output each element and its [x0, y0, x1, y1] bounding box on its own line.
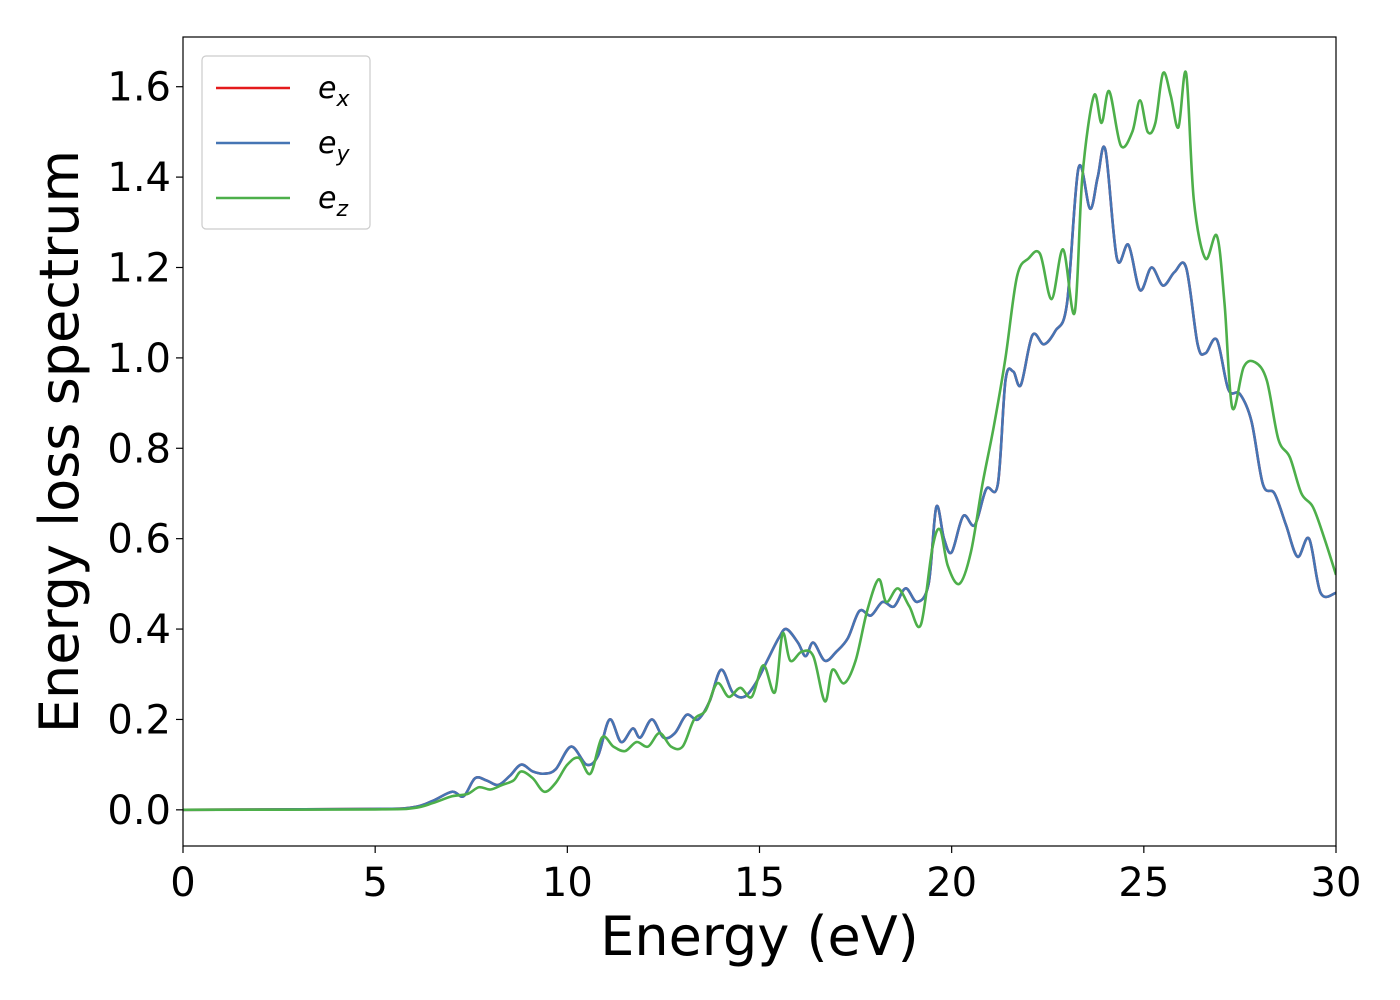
y-tick-label: 0.4: [107, 607, 171, 653]
y-tick-label: 1.0: [107, 336, 171, 382]
x-tick-label: 15: [734, 860, 785, 906]
x-axis: 0 5 10 15 20 25 30: [170, 846, 1361, 906]
x-tick-label: 10: [542, 860, 593, 906]
x-tick-label: 5: [362, 860, 387, 906]
series-layer: [183, 70, 1336, 812]
y-axis: 0.0 0.2 0.4 0.6 0.8 1.0 1.2 1.4 1.6: [107, 65, 183, 834]
y-axis-label: Energy loss spectrum: [28, 150, 91, 733]
series-line-z: [183, 70, 1336, 812]
x-tick-label: 25: [1118, 860, 1169, 906]
legend-label: ey: [318, 126, 350, 167]
x-tick-label: 20: [926, 860, 977, 906]
y-tick-label: 1.2: [107, 245, 171, 291]
series-line-y: [183, 145, 1336, 812]
x-tick-label: 0: [170, 860, 195, 906]
y-tick-label: 1.6: [107, 65, 171, 111]
legend-label: ex: [318, 71, 350, 112]
legend-label: ez: [318, 181, 348, 222]
legend-item-x: ex: [216, 71, 350, 112]
x-axis-label: Energy (eV): [600, 905, 919, 968]
y-tick-label: 0.8: [107, 426, 171, 472]
y-tick-label: 0.6: [107, 517, 171, 563]
y-tick-label: 0.0: [107, 788, 171, 834]
y-tick-label: 0.2: [107, 697, 171, 743]
legend-item-y: ey: [216, 126, 350, 167]
legend-item-z: ez: [216, 181, 348, 222]
y-tick-label: 1.4: [107, 155, 171, 201]
series-line-x: [183, 145, 1336, 812]
legend: ex ey ez: [201, 55, 371, 230]
x-tick-label: 30: [1311, 860, 1362, 906]
